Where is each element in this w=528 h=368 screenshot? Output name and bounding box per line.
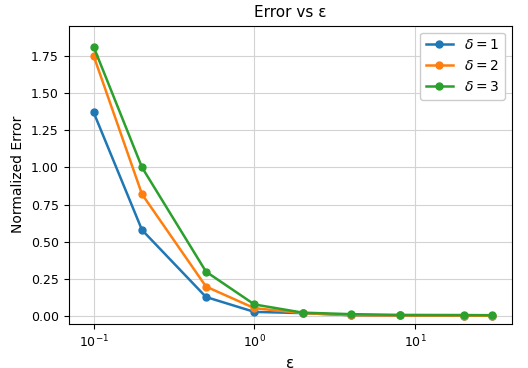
$\delta = 3$ (348, 312, 354, 316)
$\delta = 1$ (489, 314, 495, 318)
Line: $\delta = 1$: $\delta = 1$ (90, 109, 496, 319)
Line: $\delta = 3$: $\delta = 3$ (90, 43, 496, 319)
$\delta = 3$ (90, 45, 97, 49)
$\delta = 3$ (460, 313, 467, 317)
$\delta = 1$ (397, 313, 403, 318)
Y-axis label: Normalized Error: Normalized Error (12, 116, 25, 233)
$\delta = 3$ (300, 311, 306, 315)
$\delta = 1$ (460, 314, 467, 318)
$\delta = 3$ (203, 269, 209, 274)
$\delta = 2$ (489, 314, 495, 318)
$\delta = 2$ (90, 53, 97, 58)
$\delta = 1$ (90, 110, 97, 114)
$\delta = 3$ (251, 302, 258, 307)
$\delta = 3$ (397, 313, 403, 317)
Title: Error vs ε: Error vs ε (254, 6, 327, 21)
Legend: $\delta = 1$, $\delta = 2$, $\delta = 3$: $\delta = 1$, $\delta = 2$, $\delta = 3$ (420, 33, 505, 100)
$\delta = 3$ (139, 165, 145, 170)
$\delta = 1$ (251, 310, 258, 314)
$\delta = 3$ (489, 313, 495, 318)
$\delta = 2$ (397, 313, 403, 318)
X-axis label: ε: ε (286, 356, 295, 368)
$\delta = 2$ (300, 311, 306, 315)
$\delta = 2$ (203, 284, 209, 289)
$\delta = 2$ (139, 192, 145, 197)
$\delta = 2$ (460, 314, 467, 318)
$\delta = 2$ (348, 313, 354, 318)
$\delta = 2$ (251, 306, 258, 310)
$\delta = 1$ (300, 311, 306, 315)
$\delta = 1$ (139, 228, 145, 232)
Line: $\delta = 2$: $\delta = 2$ (90, 52, 496, 319)
$\delta = 1$ (348, 313, 354, 318)
$\delta = 1$ (203, 295, 209, 299)
